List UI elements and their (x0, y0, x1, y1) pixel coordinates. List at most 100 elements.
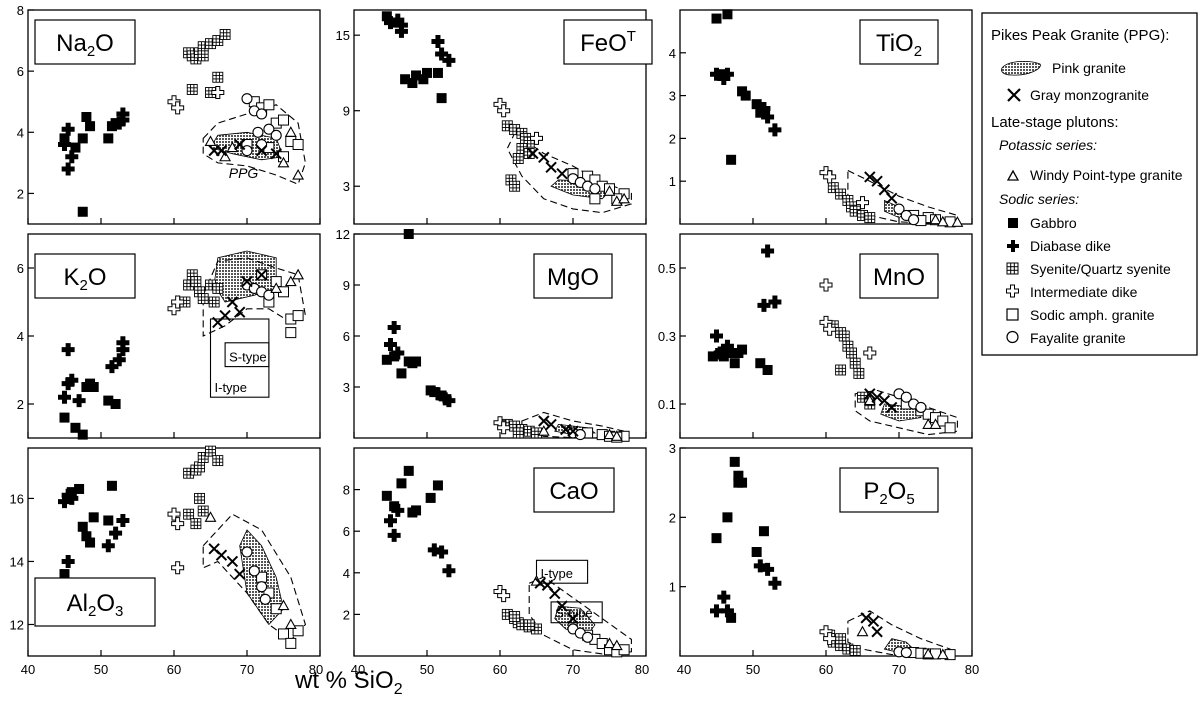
syenite-point (513, 428, 523, 438)
syenite-point (836, 365, 846, 375)
gabbro-point (433, 68, 443, 78)
legend-potassic: Potassic series: (999, 137, 1097, 153)
gabbro-point (78, 522, 88, 532)
legend-fayalite-marker (1007, 332, 1018, 343)
sodicamph-point (590, 194, 600, 204)
syenite-point (865, 213, 875, 223)
x-tick-label: 70 (892, 662, 906, 677)
sodicamph-point (279, 115, 289, 125)
x-tick-label: 50 (420, 662, 434, 677)
legend: Pikes Peak Granite (PPG): Pink granite G… (982, 13, 1197, 355)
gabbro-point (107, 481, 117, 491)
gabbro-point (433, 480, 443, 490)
panel-p2o5: 1 2 3 40 50 60 70 80 P2O5 (669, 441, 979, 677)
y-tick-label: 16 (10, 491, 24, 506)
gabbro-point (396, 478, 406, 488)
sodicamph-point (945, 423, 955, 433)
y-tick-label: 2 (669, 510, 676, 525)
syenite-point (184, 509, 194, 519)
syenite-point (198, 294, 208, 304)
legend-syenite-marker (1007, 263, 1018, 274)
gabbro-point (437, 93, 447, 103)
fayalite-point (916, 402, 926, 412)
syenite-point (198, 506, 208, 516)
panel-feot: 3915 FeOT (336, 10, 652, 224)
syenite-point (213, 72, 223, 82)
panel-k2o: 246S-typeI-typeK2O (17, 234, 320, 440)
gabbro-point (396, 368, 406, 378)
y-tick-label: 0.3 (658, 329, 676, 344)
legend-syenite: Syenite/Quartz syenite (1030, 261, 1171, 277)
gabbro-point (404, 466, 414, 476)
gabbro-point (89, 512, 99, 522)
oxide-label: MgO (547, 264, 599, 291)
y-tick-label: 1 (669, 580, 676, 595)
oxide-label: CaO (549, 478, 598, 505)
sodicamph-point (279, 629, 289, 639)
legend-gray: Gray monzogranite (1030, 87, 1149, 103)
x-tick-label: 60 (819, 662, 833, 677)
syenite-point (524, 620, 534, 630)
legend-fayalite: Fayalite granite (1030, 330, 1126, 346)
syenite-point (850, 358, 860, 368)
x-tick-label: 70 (240, 662, 254, 677)
type-box-label: I-type (215, 380, 248, 395)
fayalite-point (253, 127, 263, 137)
syenite-point (209, 297, 219, 307)
fayalite-point (901, 648, 911, 658)
syenite-point (510, 181, 520, 191)
gabbro-point (411, 357, 421, 367)
x-tick-label: 60 (493, 662, 507, 677)
gabbro-point (733, 471, 743, 481)
syenite-point (513, 154, 523, 164)
syenite-point (206, 446, 216, 456)
x-tick-label: 50 (746, 662, 760, 677)
fayalite-point (271, 130, 281, 140)
y-tick-label: 3 (669, 89, 676, 104)
x-tick-label: 40 (677, 662, 691, 677)
syenite-point (836, 634, 846, 644)
figure-xlabel: wt % SiO2 (294, 667, 403, 698)
syenite-point (195, 493, 205, 503)
y-tick-label: 3 (669, 441, 676, 456)
sodicamph-point (264, 100, 274, 110)
y-tick-label: 9 (343, 278, 350, 293)
legend-gabbro: Gabbro (1030, 215, 1077, 231)
panel-mgo: 36912MgO (336, 227, 646, 442)
sodicamph-point (286, 328, 296, 338)
fayalite-point (242, 94, 252, 104)
y-tick-label: 6 (17, 64, 24, 79)
x-tick-label: 80 (635, 662, 649, 677)
y-tick-label: 2 (669, 131, 676, 146)
gabbro-point (103, 515, 113, 525)
y-tick-label: 6 (343, 524, 350, 539)
gabbro-point (422, 68, 432, 78)
gabbro-point (111, 399, 121, 409)
fayalite-point (257, 109, 267, 119)
y-tick-label: 4 (343, 566, 350, 581)
gabbro-point (85, 538, 95, 548)
gabbro-point (741, 91, 751, 101)
syenite-point (847, 348, 857, 358)
gabbro-point (752, 547, 762, 557)
ppg-annotation: PPG (229, 165, 259, 181)
syenite-point (213, 456, 223, 466)
gabbro-point (712, 533, 722, 543)
figure-xlabel-sub: 2 (394, 681, 403, 698)
fayalite-point (909, 215, 919, 225)
gabbro-point (78, 207, 88, 217)
gabbro-point (737, 345, 747, 355)
gabbro-point (730, 358, 740, 368)
y-tick-label: 1 (669, 174, 676, 189)
y-tick-label: 12 (336, 227, 350, 242)
syenite-point (220, 29, 230, 39)
panel-cao: 246840 50 60 70 80I-typeS-typeCaO (343, 448, 649, 677)
y-tick-label: 3 (343, 380, 350, 395)
fayalite-point (590, 184, 600, 194)
gabbro-point (730, 457, 740, 467)
fayalite-point (583, 632, 593, 642)
y-tick-label: 14 (10, 554, 24, 569)
type-box-label: S-type (229, 350, 267, 365)
gabbro-point (759, 526, 769, 536)
gabbro-point (60, 413, 70, 423)
